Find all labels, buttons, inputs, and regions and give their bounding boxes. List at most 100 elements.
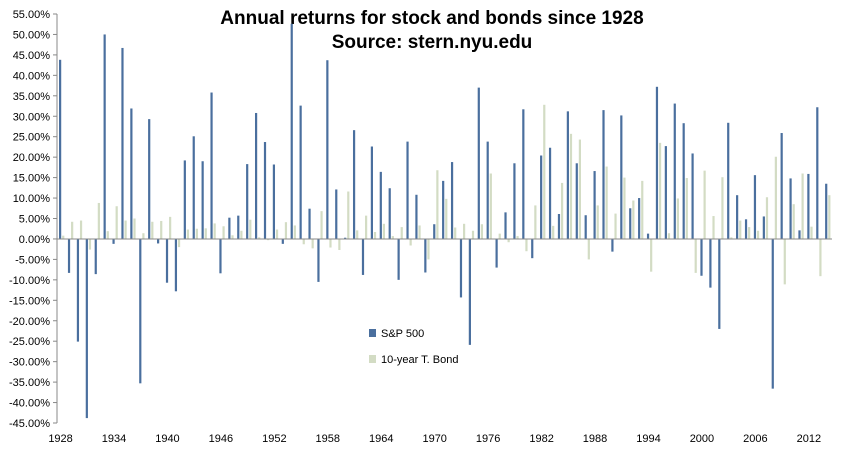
sp500-bar xyxy=(691,153,694,239)
tbond-bar xyxy=(249,219,252,239)
chart-title: Annual returns for stock and bonds since… xyxy=(220,8,644,29)
tbond-bar xyxy=(543,104,546,239)
sp500-bar xyxy=(736,195,739,239)
tbond-bar xyxy=(507,238,510,243)
tbond-bar xyxy=(748,227,751,239)
tbond-bar xyxy=(169,216,172,239)
sp500-bar xyxy=(522,109,525,239)
chart-subtitle: Source: stern.nyu.edu xyxy=(331,32,533,53)
sp500-bar xyxy=(780,133,783,239)
sp500-bar xyxy=(673,103,676,239)
tbond-bar xyxy=(365,215,368,239)
sp500-bar xyxy=(388,188,391,239)
tbond-bar xyxy=(632,200,635,239)
tbond-bar xyxy=(498,233,501,239)
sp500-bar xyxy=(566,111,569,239)
sp500-bar xyxy=(593,171,596,239)
y-tick-label: -5.00% xyxy=(15,254,50,266)
tbond-bar xyxy=(275,229,279,239)
y-tick-label: 55.00% xyxy=(13,9,51,21)
sp500-bar xyxy=(352,130,356,239)
tbond-bar xyxy=(258,237,261,239)
y-tick-label: 40.00% xyxy=(13,70,51,82)
legend-swatch-tbond xyxy=(369,355,376,363)
tbond-bar xyxy=(427,238,430,260)
sp500-bar xyxy=(317,238,320,282)
tbond-bar xyxy=(71,221,74,239)
sp500-bar xyxy=(85,238,88,419)
sp500-bar xyxy=(744,219,748,239)
x-tick-label: 1970 xyxy=(422,433,446,445)
x-tick-label: 1940 xyxy=(155,433,179,445)
tbond-bar xyxy=(195,228,198,239)
tbond-bar xyxy=(480,224,484,239)
x-tick-label: 1934 xyxy=(102,433,126,445)
sp500-bar xyxy=(789,178,792,239)
sp500-bar xyxy=(682,123,685,239)
sp500-bar xyxy=(646,233,650,239)
sp500-bar xyxy=(557,214,561,239)
sp500-bar xyxy=(771,238,774,389)
sp500-bar xyxy=(602,110,605,239)
y-tick-label: 45.00% xyxy=(13,50,51,62)
tbond-bar xyxy=(489,173,492,239)
y-tick-label: 25.00% xyxy=(13,132,51,144)
x-tick-label: 2006 xyxy=(743,433,767,445)
sp500-bar xyxy=(219,238,222,274)
sp500-bar xyxy=(620,115,623,239)
x-axis: 1928 1934 1940 1946 1952 1958 1964 1970 1976 1982… xyxy=(48,238,832,445)
sp500-bar xyxy=(584,215,587,239)
sp500-bar xyxy=(139,238,142,384)
tbond-bar xyxy=(810,226,813,239)
y-axis: -45.00% -40.00% -35.00% -30.00% -25.00% -20.0… xyxy=(9,9,58,430)
sp500-bar xyxy=(344,237,347,239)
sp500-bar xyxy=(148,119,151,239)
tbond-bar xyxy=(409,238,412,246)
y-tick-label: -10.00% xyxy=(9,275,50,287)
y-tick-label: -40.00% xyxy=(9,398,50,410)
tbond-bar xyxy=(560,182,564,239)
sp500-bar xyxy=(575,163,578,239)
tbond-bar xyxy=(267,238,270,241)
y-tick-label: 5.00% xyxy=(19,214,50,226)
tbond-bar xyxy=(382,223,386,239)
y-tick-label: 10.00% xyxy=(13,193,51,205)
x-tick-label: 1994 xyxy=(636,433,660,445)
tbond-bar xyxy=(240,230,243,239)
sp500-bar xyxy=(531,238,534,259)
tbond-bar xyxy=(320,211,323,239)
sp500-bar xyxy=(370,146,373,239)
sp500-bar xyxy=(450,162,454,239)
tbond-bar xyxy=(62,235,65,239)
tbond-bar xyxy=(471,230,475,239)
tbond-bar xyxy=(783,238,786,285)
tbond-bar xyxy=(373,231,377,239)
tbond-bar xyxy=(578,139,582,239)
legend-label-sp500: S&P 500 xyxy=(381,328,424,340)
sp500-bar xyxy=(299,105,302,239)
tbond-bar xyxy=(525,238,528,252)
tbond-bar xyxy=(685,178,688,239)
sp500-bar xyxy=(424,238,427,273)
tbond-bar xyxy=(79,220,83,239)
tbond-bar xyxy=(445,198,448,239)
tbond-bar xyxy=(694,238,697,273)
tbond-bar xyxy=(347,191,350,239)
sp500-bar xyxy=(798,230,801,239)
tbond-bar xyxy=(650,238,653,272)
y-tick-label: -15.00% xyxy=(9,295,50,307)
legend: S&P 500 10-year T. Bond xyxy=(369,328,458,366)
tbond-bar xyxy=(436,170,439,239)
sp500-bar xyxy=(727,122,730,239)
sp500-bar xyxy=(638,198,641,239)
tbond-bar xyxy=(596,205,599,239)
sp500-bar xyxy=(825,183,828,239)
sp500-bar xyxy=(94,238,97,275)
tbond-bar xyxy=(177,238,181,248)
sp500-bar xyxy=(112,238,115,244)
sp500-bar xyxy=(121,47,124,239)
tbond-bar xyxy=(739,220,742,239)
sp500-bar xyxy=(130,108,133,239)
tbond-bar xyxy=(151,221,154,239)
x-tick-label: 2000 xyxy=(690,433,714,445)
